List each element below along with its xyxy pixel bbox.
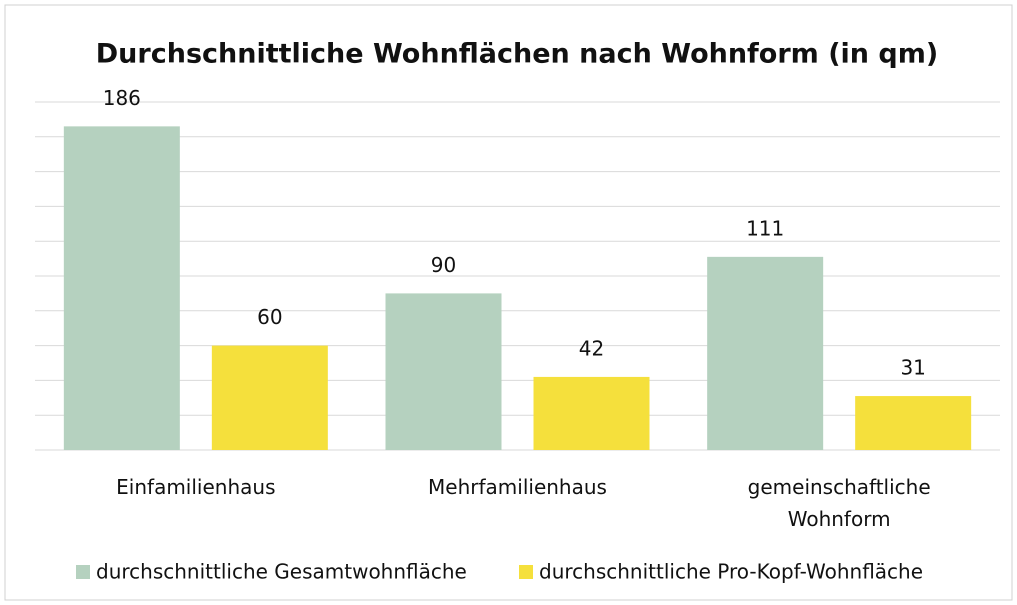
x-tick-label: gemeinschaftliche Wohnform (747, 475, 931, 531)
bar (855, 396, 972, 450)
x-tick-label: Mehrfamilienhaus (428, 475, 607, 499)
data-label: 186 (103, 86, 141, 110)
chart-title: Durchschnittliche Wohnflächen nach Wohnf… (96, 39, 938, 70)
legend-swatch (76, 565, 90, 579)
data-label: 42 (579, 336, 604, 360)
data-label: 111 (746, 216, 784, 240)
bar (533, 376, 650, 450)
bar (63, 126, 180, 451)
data-label: 31 (900, 356, 925, 380)
legend-label: durchschnittliche Gesamtwohnfläche (96, 560, 467, 584)
data-label: 90 (431, 253, 456, 277)
legend-label: durchschnittliche Pro-Kopf-Wohnfläche (539, 560, 923, 584)
bar (211, 345, 328, 450)
data-label: 60 (257, 305, 282, 329)
bar (385, 293, 502, 450)
bar (707, 256, 824, 450)
x-tick-label: Einfamilienhaus (116, 475, 276, 499)
legend-swatch (519, 565, 533, 579)
